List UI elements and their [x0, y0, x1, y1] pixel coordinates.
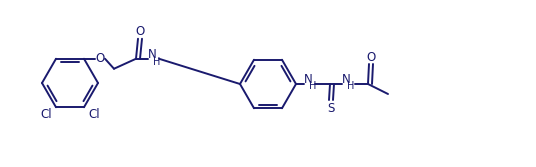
Text: N: N	[303, 72, 312, 86]
Text: Cl: Cl	[40, 108, 52, 121]
Text: H: H	[153, 57, 161, 67]
Text: O: O	[95, 52, 105, 65]
Text: H: H	[347, 81, 355, 91]
Text: O: O	[136, 25, 145, 38]
Text: H: H	[309, 81, 317, 91]
Text: S: S	[327, 102, 334, 115]
Text: N: N	[147, 48, 157, 61]
Text: O: O	[367, 50, 376, 63]
Text: N: N	[341, 72, 351, 86]
Text: Cl: Cl	[88, 108, 100, 121]
